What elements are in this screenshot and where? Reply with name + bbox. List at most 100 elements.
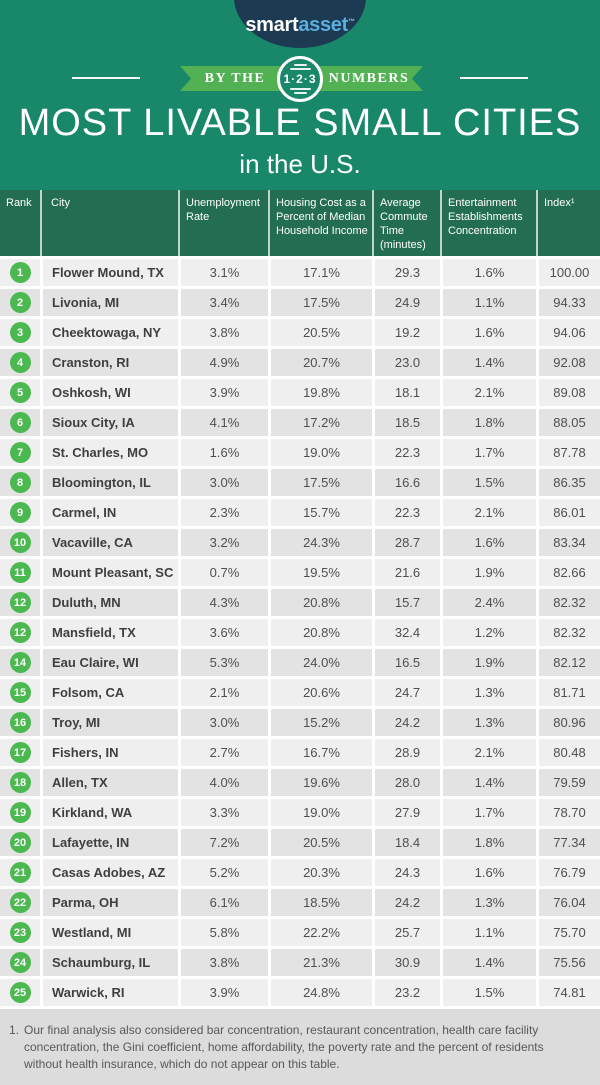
rank-badge: 21 (9, 862, 31, 883)
city-cell: Cheektowaga, NY (40, 319, 178, 346)
commute-cell: 18.5 (372, 409, 440, 436)
unemployment-cell: 0.7% (178, 559, 268, 586)
rank-cell: 7 (0, 439, 40, 466)
unemployment-cell: 2.1% (178, 679, 268, 706)
rank-badge: 4 (9, 352, 31, 373)
entertainment-cell: 1.6% (440, 259, 536, 286)
rank-cell: 21 (0, 859, 40, 886)
city-cell: Oshkosh, WI (40, 379, 178, 406)
entertainment-cell: 1.4% (440, 949, 536, 976)
commute-cell: 19.2 (372, 319, 440, 346)
index-cell: 89.08 (536, 379, 600, 406)
badge-number-label: 1·2·3 (283, 72, 317, 86)
unemployment-cell: 3.4% (178, 289, 268, 316)
index-cell: 86.35 (536, 469, 600, 496)
rank-cell: 3 (0, 319, 40, 346)
unemployment-cell: 5.2% (178, 859, 268, 886)
rank-cell: 10 (0, 529, 40, 556)
header-index-cell: Index¹ (536, 190, 600, 256)
commute-cell: 28.9 (372, 739, 440, 766)
index-cell: 94.06 (536, 319, 600, 346)
badge-decorative-line (293, 92, 307, 94)
unemployment-cell: 3.9% (178, 379, 268, 406)
table-row: 5 Oshkosh, WI 3.9% 19.8% 18.1 2.1% 89.08 (0, 379, 600, 406)
unemployment-cell: 7.2% (178, 829, 268, 856)
table-row: 6 Sioux City, IA 4.1% 17.2% 18.5 1.8% 88… (0, 409, 600, 436)
housing-cost-cell: 19.8% (268, 379, 372, 406)
commute-cell: 27.9 (372, 799, 440, 826)
table-row: 11 Mount Pleasant, SC 0.7% 19.5% 21.6 1.… (0, 559, 600, 586)
city-cell: Carmel, IN (40, 499, 178, 526)
city-cell: Sioux City, IA (40, 409, 178, 436)
index-cell: 82.66 (536, 559, 600, 586)
index-cell: 86.01 (536, 499, 600, 526)
unemployment-cell: 3.2% (178, 529, 268, 556)
city-cell: Kirkland, WA (40, 799, 178, 826)
rank-cell: 12 (0, 619, 40, 646)
city-cell: Mount Pleasant, SC (40, 559, 178, 586)
commute-cell: 22.3 (372, 499, 440, 526)
index-cell: 75.56 (536, 949, 600, 976)
rank-badge: 19 (9, 802, 31, 823)
commute-cell: 18.1 (372, 379, 440, 406)
index-cell: 92.08 (536, 349, 600, 376)
entertainment-cell: 2.4% (440, 589, 536, 616)
commute-cell: 23.2 (372, 979, 440, 1006)
entertainment-cell: 1.2% (440, 619, 536, 646)
rank-cell: 11 (0, 559, 40, 586)
rank-cell: 25 (0, 979, 40, 1006)
table-row: 15 Folsom, CA 2.1% 20.6% 24.7 1.3% 81.71 (0, 679, 600, 706)
entertainment-cell: 1.1% (440, 289, 536, 316)
index-cell: 82.32 (536, 619, 600, 646)
page-title: MOST LIVABLE SMALL CITIES (18, 102, 582, 144)
unemployment-cell: 3.6% (178, 619, 268, 646)
index-cell: 82.12 (536, 649, 600, 676)
entertainment-cell: 1.6% (440, 319, 536, 346)
hero-section: smartasset™ BY THE NUMBERS 1·2·3 MOST LI… (0, 0, 600, 190)
city-cell: Vacaville, CA (40, 529, 178, 556)
housing-cost-cell: 20.7% (268, 349, 372, 376)
city-cell: Troy, MI (40, 709, 178, 736)
entertainment-cell: 1.5% (440, 469, 536, 496)
housing-cost-cell: 24.8% (268, 979, 372, 1006)
housing-cost-cell: 17.5% (268, 289, 372, 316)
footnote: 1. Our final analysis also considered ba… (0, 1009, 600, 1085)
entertainment-cell: 1.5% (440, 979, 536, 1006)
rank-cell: 2 (0, 289, 40, 316)
index-cell: 83.34 (536, 529, 600, 556)
entertainment-cell: 1.8% (440, 829, 536, 856)
table-row: 25 Warwick, RI 3.9% 24.8% 23.2 1.5% 74.8… (0, 979, 600, 1006)
unemployment-cell: 5.3% (178, 649, 268, 676)
rank-badge: 8 (9, 472, 31, 493)
table-row: 18 Allen, TX 4.0% 19.6% 28.0 1.4% 79.59 (0, 769, 600, 796)
rank-badge: 1 (9, 262, 31, 283)
rank-badge: 25 (9, 982, 31, 1003)
city-cell: Bloomington, IL (40, 469, 178, 496)
table-row: 16 Troy, MI 3.0% 15.2% 24.2 1.3% 80.96 (0, 709, 600, 736)
smartasset-logo-text: smartasset™ (245, 15, 355, 35)
city-cell: Flower Mound, TX (40, 259, 178, 286)
housing-cost-cell: 15.2% (268, 709, 372, 736)
housing-cost-cell: 16.7% (268, 739, 372, 766)
unemployment-cell: 4.3% (178, 589, 268, 616)
table-row: 9 Carmel, IN 2.3% 15.7% 22.3 2.1% 86.01 (0, 499, 600, 526)
commute-cell: 24.2 (372, 889, 440, 916)
unemployment-cell: 6.1% (178, 889, 268, 916)
header-city-cell: City (40, 190, 178, 256)
rank-cell: 23 (0, 919, 40, 946)
rank-cell: 6 (0, 409, 40, 436)
index-cell: 100.00 (536, 259, 600, 286)
commute-cell: 18.4 (372, 829, 440, 856)
ribbon-left-label: BY THE (204, 71, 266, 86)
table-row: 20 Lafayette, IN 7.2% 20.5% 18.4 1.8% 77… (0, 829, 600, 856)
city-cell: St. Charles, MO (40, 439, 178, 466)
rank-cell: 5 (0, 379, 40, 406)
rank-badge: 2 (9, 292, 31, 313)
rank-cell: 9 (0, 499, 40, 526)
entertainment-cell: 1.4% (440, 349, 536, 376)
commute-cell: 16.6 (372, 469, 440, 496)
rank-badge: 3 (9, 322, 31, 343)
rank-badge: 12 (9, 622, 31, 643)
table-row: 12 Mansfield, TX 3.6% 20.8% 32.4 1.2% 82… (0, 619, 600, 646)
